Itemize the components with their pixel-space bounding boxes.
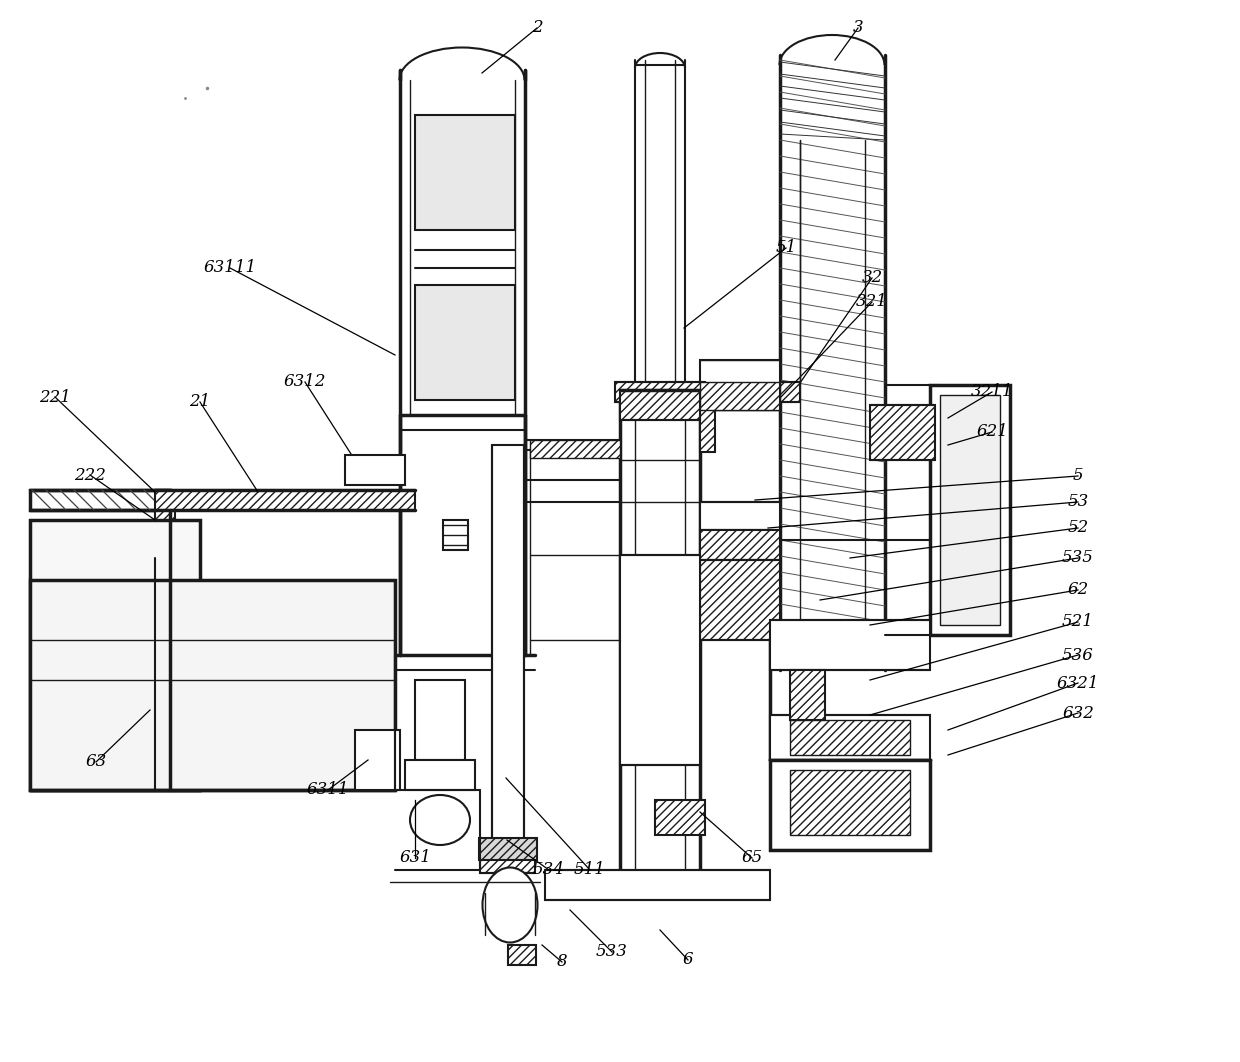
Bar bbox=[940, 395, 999, 626]
Text: 632: 632 bbox=[1063, 704, 1094, 721]
Ellipse shape bbox=[482, 868, 537, 942]
Text: 63: 63 bbox=[86, 754, 107, 771]
Bar bbox=[615, 382, 706, 402]
Text: 6: 6 bbox=[683, 952, 693, 969]
Bar bbox=[770, 715, 930, 760]
Bar bbox=[790, 720, 910, 755]
Text: 65: 65 bbox=[742, 850, 763, 867]
Text: 5: 5 bbox=[1073, 467, 1084, 484]
Bar bbox=[701, 530, 780, 560]
Text: 6321: 6321 bbox=[1056, 674, 1099, 691]
Text: 52: 52 bbox=[1068, 519, 1089, 536]
Bar bbox=[415, 285, 515, 400]
Bar bbox=[345, 455, 405, 485]
Bar bbox=[701, 402, 715, 452]
Text: 8: 8 bbox=[557, 954, 568, 971]
Text: 536: 536 bbox=[1063, 647, 1094, 664]
Text: 221: 221 bbox=[40, 389, 71, 406]
Text: 6311: 6311 bbox=[306, 782, 350, 799]
Polygon shape bbox=[155, 490, 415, 510]
Bar bbox=[508, 945, 536, 965]
Bar bbox=[701, 360, 780, 410]
Bar bbox=[30, 520, 200, 790]
Circle shape bbox=[53, 653, 136, 737]
Text: 3: 3 bbox=[853, 19, 863, 36]
Polygon shape bbox=[30, 490, 170, 510]
Bar bbox=[790, 670, 825, 720]
Text: 21: 21 bbox=[190, 394, 211, 411]
Text: 321: 321 bbox=[856, 293, 888, 310]
Bar bbox=[655, 800, 706, 835]
Bar bbox=[443, 520, 467, 550]
Bar bbox=[701, 502, 780, 530]
Text: 32: 32 bbox=[862, 270, 883, 287]
Bar bbox=[492, 445, 525, 870]
Bar bbox=[479, 838, 537, 860]
Text: 63111: 63111 bbox=[203, 259, 257, 276]
Text: 51: 51 bbox=[775, 240, 796, 257]
Bar bbox=[701, 382, 800, 402]
Bar bbox=[546, 870, 770, 900]
Text: 511: 511 bbox=[574, 861, 606, 878]
Text: 535: 535 bbox=[1063, 549, 1094, 566]
Text: 521: 521 bbox=[1063, 614, 1094, 631]
Bar bbox=[620, 390, 701, 419]
Text: 53: 53 bbox=[1068, 494, 1089, 511]
Bar bbox=[790, 770, 910, 835]
Bar bbox=[870, 405, 935, 460]
Bar bbox=[770, 760, 930, 850]
Bar bbox=[529, 440, 620, 458]
Bar bbox=[930, 386, 1011, 635]
Text: 6312: 6312 bbox=[284, 374, 326, 391]
Text: 3211: 3211 bbox=[971, 383, 1013, 400]
Text: 631: 631 bbox=[399, 850, 432, 867]
Text: 2: 2 bbox=[532, 19, 542, 36]
Polygon shape bbox=[620, 560, 701, 640]
Text: 621: 621 bbox=[976, 424, 1008, 441]
Bar bbox=[405, 760, 475, 790]
Bar bbox=[620, 555, 701, 765]
Ellipse shape bbox=[410, 795, 470, 845]
Bar bbox=[355, 730, 401, 790]
Text: 222: 222 bbox=[74, 466, 105, 483]
Bar bbox=[30, 580, 396, 790]
Bar bbox=[770, 620, 930, 670]
Bar bbox=[415, 680, 465, 760]
Bar bbox=[480, 855, 534, 873]
Polygon shape bbox=[155, 510, 175, 560]
Bar bbox=[415, 115, 515, 230]
Text: 534: 534 bbox=[533, 861, 565, 878]
Bar bbox=[701, 382, 780, 410]
Text: 533: 533 bbox=[596, 943, 627, 960]
Bar bbox=[701, 560, 780, 640]
Text: 62: 62 bbox=[1068, 582, 1089, 599]
